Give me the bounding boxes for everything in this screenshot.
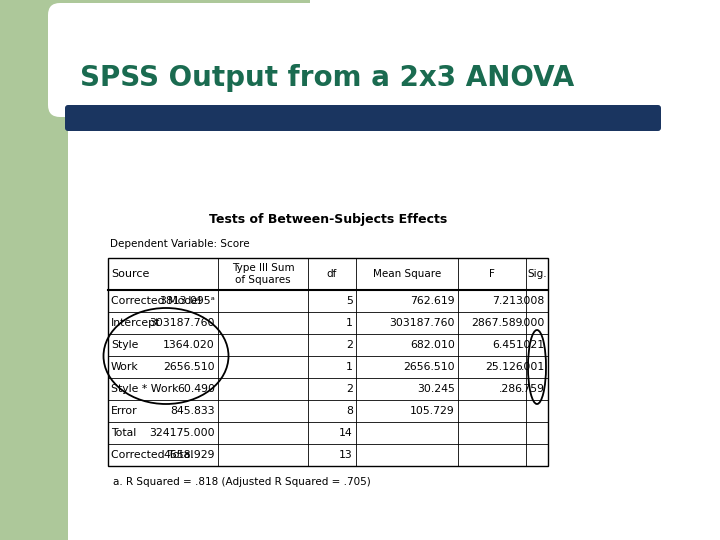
Text: 8: 8 — [346, 406, 353, 416]
Text: Style * Work: Style * Work — [111, 384, 179, 394]
Text: df: df — [327, 269, 337, 279]
Text: 30.245: 30.245 — [417, 384, 455, 394]
Text: 1: 1 — [346, 318, 353, 328]
Text: Intercept: Intercept — [111, 318, 161, 328]
Text: 303187.760: 303187.760 — [150, 318, 215, 328]
Text: Tests of Between-Subjects Effects: Tests of Between-Subjects Effects — [209, 213, 447, 226]
Text: Mean Square: Mean Square — [373, 269, 441, 279]
Text: 6.451: 6.451 — [492, 340, 523, 350]
Text: SPSS Output from a 2x3 ANOVA: SPSS Output from a 2x3 ANOVA — [80, 64, 575, 92]
Text: Source: Source — [111, 269, 149, 279]
Bar — [108, 258, 548, 466]
Text: 2: 2 — [346, 340, 353, 350]
Text: .286: .286 — [499, 384, 523, 394]
Text: 13: 13 — [339, 450, 353, 460]
Text: .008: .008 — [521, 296, 545, 306]
Text: 4658.929: 4658.929 — [163, 450, 215, 460]
FancyBboxPatch shape — [65, 105, 661, 131]
Text: F: F — [489, 269, 495, 279]
Text: Dependent Variable: Score: Dependent Variable: Score — [110, 239, 250, 249]
Text: Type III Sum
of Squares: Type III Sum of Squares — [232, 263, 294, 285]
Text: Work: Work — [111, 362, 139, 372]
Text: .759: .759 — [521, 384, 545, 394]
Text: 303187.760: 303187.760 — [390, 318, 455, 328]
Text: 1364.020: 1364.020 — [163, 340, 215, 350]
Text: 762.619: 762.619 — [410, 296, 455, 306]
Text: Sig.: Sig. — [527, 269, 546, 279]
Text: Style: Style — [111, 340, 138, 350]
Text: Corrected Total: Corrected Total — [111, 450, 194, 460]
Bar — [0, 0, 310, 105]
Text: .000: .000 — [521, 318, 545, 328]
Text: 2656.510: 2656.510 — [163, 362, 215, 372]
Text: 2867.589: 2867.589 — [472, 318, 523, 328]
Text: 2: 2 — [346, 384, 353, 394]
Text: Corrected Model: Corrected Model — [111, 296, 201, 306]
Text: Error: Error — [111, 406, 138, 416]
Text: 1: 1 — [346, 362, 353, 372]
Text: 324175.000: 324175.000 — [149, 428, 215, 438]
Text: 682.010: 682.010 — [410, 340, 455, 350]
Text: .001: .001 — [521, 362, 545, 372]
Text: 25.126: 25.126 — [485, 362, 523, 372]
Text: 845.833: 845.833 — [171, 406, 215, 416]
Text: 3813.095ᵃ: 3813.095ᵃ — [159, 296, 215, 306]
Text: a. R Squared = .818 (Adjusted R Squared = .705): a. R Squared = .818 (Adjusted R Squared … — [113, 477, 371, 487]
Bar — [108, 258, 548, 466]
Text: 14: 14 — [339, 428, 353, 438]
Text: .021: .021 — [521, 340, 545, 350]
Text: 105.729: 105.729 — [410, 406, 455, 416]
Text: 60.490: 60.490 — [177, 384, 215, 394]
Bar — [0, 0, 68, 540]
FancyBboxPatch shape — [48, 3, 322, 117]
Text: 7.213: 7.213 — [492, 296, 523, 306]
Text: Total: Total — [111, 428, 136, 438]
Text: 2656.510: 2656.510 — [403, 362, 455, 372]
Text: 5: 5 — [346, 296, 353, 306]
